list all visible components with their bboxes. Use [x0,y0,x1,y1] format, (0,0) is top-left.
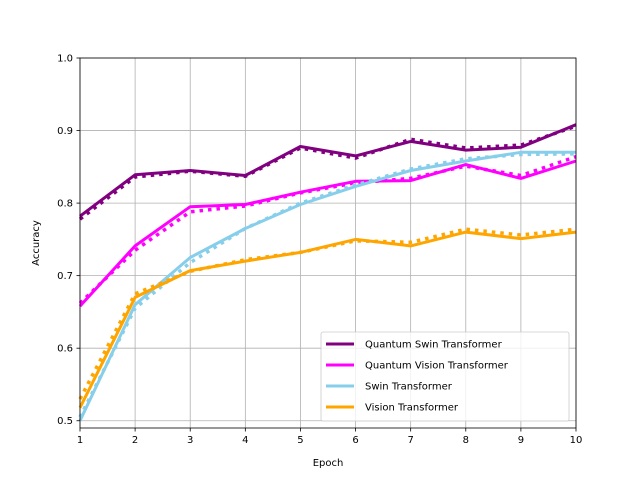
y-axis-label: Accuracy [31,220,42,266]
y-tick-label: 0.9 [57,126,73,137]
vision-transformer-line [78,230,577,409]
x-axis: 1 2 3 4 5 6 7 8 9 10 [77,428,583,446]
x-tick-label: 1 [77,435,83,446]
x-tick-label: 5 [297,435,303,446]
legend-box [320,331,570,422]
x-tick-label: 3 [187,435,193,446]
quantum-swin-transformer-line [79,123,577,218]
legend-label-quantum-swin-transformer: Quantum Swin Transformer [365,340,503,351]
x-tick-label: 9 [518,435,524,446]
y-tick-label: 0.6 [57,344,73,355]
y-axis: 0.5 0.6 0.7 0.8 0.9 1.0 [57,54,80,427]
y-tick-label: 1.0 [57,54,73,65]
y-tick-label: 0.8 [57,199,73,210]
legend-label-quantum-vision-transformer: Quantum Vision Transformer [365,361,509,372]
x-tick-label: 6 [352,435,358,446]
x-axis-label: Epoch [313,458,344,469]
y-tick-label: 0.7 [57,271,73,282]
x-tick-label: 2 [132,435,138,446]
quantum-vision-transformer-line [78,159,577,308]
x-tick-label: 7 [407,435,413,446]
x-tick-label: 8 [463,435,469,446]
plot-frame [79,57,577,429]
x-tick-label: 4 [242,435,248,446]
x-tick-label: 10 [570,435,583,446]
y-tick-label: 0.5 [57,416,73,427]
vision-transformer-dotted-line [78,227,577,400]
legend: Quantum Swin Transformer Quantum Vision T… [320,331,570,422]
legend-label-swin-transformer: Swin Transformer [365,382,453,393]
legend-label-vision-transformer: Vision Transformer [365,403,459,414]
series-layer [78,123,577,422]
swin-transformer-line [78,150,576,422]
